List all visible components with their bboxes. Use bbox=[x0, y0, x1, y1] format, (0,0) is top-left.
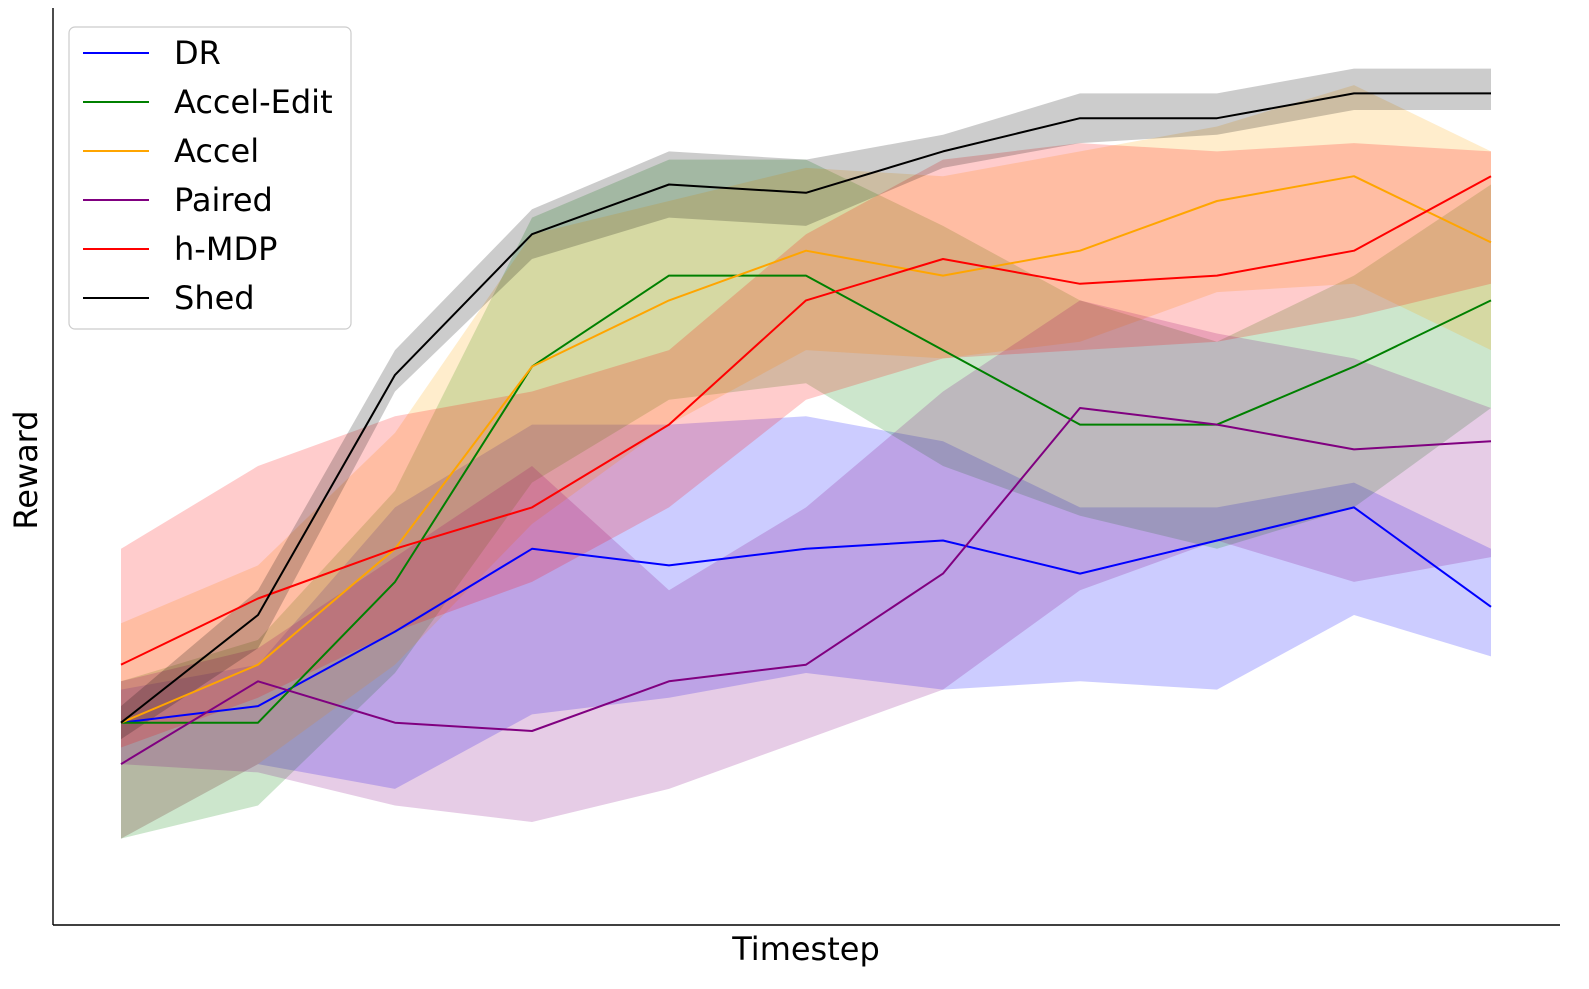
legend-label-shed: Shed bbox=[174, 279, 255, 317]
legend-label-dr: DR bbox=[174, 34, 221, 72]
line-h-mdp bbox=[120, 175, 1492, 666]
line-dr bbox=[120, 506, 1492, 724]
band-dr bbox=[121, 416, 1491, 839]
legend-label-h-mdp: h-MDP bbox=[174, 230, 277, 268]
band-h-mdp bbox=[121, 143, 1491, 748]
line-paired bbox=[120, 407, 1492, 765]
legend-label-accel-edit: Accel-Edit bbox=[174, 83, 333, 121]
line-accel-edit bbox=[121, 274, 1492, 724]
legend-label-paired: Paired bbox=[174, 181, 273, 219]
line-accel bbox=[120, 175, 1492, 724]
x-axis-label: Timestep bbox=[731, 930, 880, 968]
confidence-bands bbox=[121, 68, 1491, 839]
legend-label-accel: Accel bbox=[174, 132, 259, 170]
y-axis-label: Reward bbox=[7, 410, 45, 529]
band-shed bbox=[121, 68, 1491, 740]
band-paired bbox=[121, 300, 1491, 822]
line-shed bbox=[120, 92, 1491, 724]
band-accel-edit bbox=[121, 159, 1491, 839]
legend: DR Accel-Edit Accel Paired h-MDP Shed bbox=[68, 26, 352, 330]
band-accel bbox=[121, 85, 1491, 839]
series-lines bbox=[120, 92, 1492, 765]
